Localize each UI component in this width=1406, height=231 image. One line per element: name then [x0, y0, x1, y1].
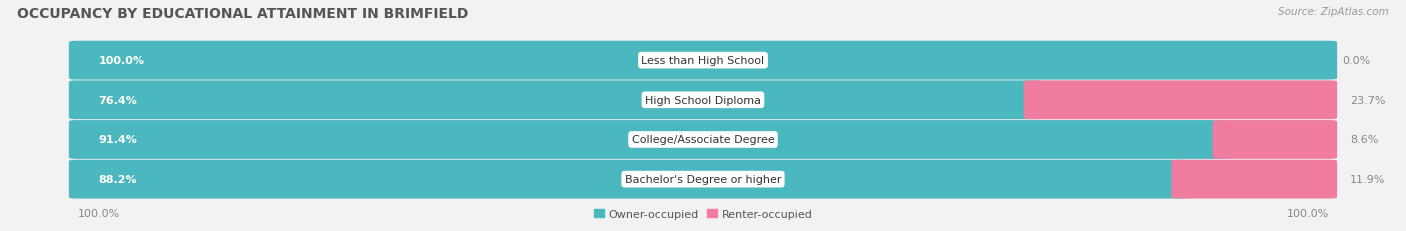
Text: 100.0%: 100.0% [98, 56, 145, 66]
Text: 88.2%: 88.2% [98, 174, 136, 184]
FancyBboxPatch shape [69, 121, 1229, 159]
Text: 76.4%: 76.4% [98, 95, 138, 105]
FancyBboxPatch shape [1171, 160, 1337, 199]
Text: 11.9%: 11.9% [1350, 174, 1385, 184]
Legend: Owner-occupied, Renter-occupied: Owner-occupied, Renter-occupied [589, 204, 817, 223]
FancyBboxPatch shape [69, 121, 1337, 159]
Text: Less than High School: Less than High School [641, 56, 765, 66]
FancyBboxPatch shape [69, 81, 1042, 120]
Text: 0.0%: 0.0% [1343, 56, 1371, 66]
Text: 100.0%: 100.0% [77, 208, 120, 218]
Text: 8.6%: 8.6% [1350, 135, 1378, 145]
Text: 100.0%: 100.0% [1286, 208, 1329, 218]
FancyBboxPatch shape [69, 160, 1189, 199]
Text: Source: ZipAtlas.com: Source: ZipAtlas.com [1278, 7, 1389, 17]
Text: 91.4%: 91.4% [98, 135, 138, 145]
FancyBboxPatch shape [69, 42, 1337, 80]
Text: High School Diploma: High School Diploma [645, 95, 761, 105]
Text: 23.7%: 23.7% [1350, 95, 1385, 105]
FancyBboxPatch shape [1024, 81, 1337, 120]
FancyBboxPatch shape [1212, 121, 1337, 159]
Text: Bachelor's Degree or higher: Bachelor's Degree or higher [624, 174, 782, 184]
Text: College/Associate Degree: College/Associate Degree [631, 135, 775, 145]
FancyBboxPatch shape [69, 81, 1337, 120]
FancyBboxPatch shape [69, 42, 1337, 80]
Text: OCCUPANCY BY EDUCATIONAL ATTAINMENT IN BRIMFIELD: OCCUPANCY BY EDUCATIONAL ATTAINMENT IN B… [17, 7, 468, 21]
FancyBboxPatch shape [69, 160, 1337, 199]
